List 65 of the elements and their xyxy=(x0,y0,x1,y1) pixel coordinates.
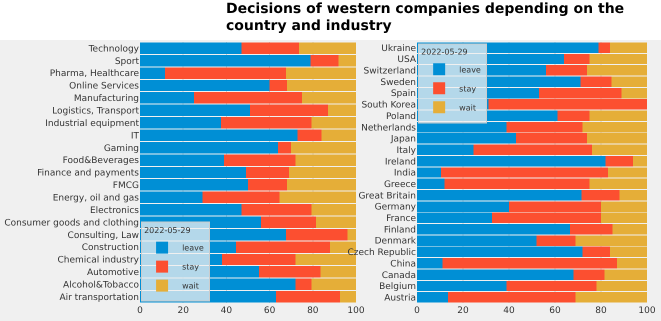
y-tick-label: Japan xyxy=(390,134,416,145)
x-tick-label: 60 xyxy=(549,306,561,316)
y-tick-label: Logistics, Transport xyxy=(52,106,140,117)
x-tick-label: 60 xyxy=(264,306,276,316)
y-tick-label: Greece xyxy=(384,180,416,190)
x-tick-label: 0 xyxy=(137,306,144,316)
y-tick-label: Spain xyxy=(390,89,416,100)
legend-label: stay xyxy=(182,262,200,272)
y-tick-label: Manufacturing xyxy=(74,94,139,104)
y-tick-label: Gaming xyxy=(104,144,139,154)
y-tick-label: Finance and payments xyxy=(37,168,140,179)
legend-label: leave xyxy=(182,244,204,253)
y-tick-label: Food&Beverages xyxy=(62,156,140,166)
y-tick-label: USA xyxy=(397,55,417,66)
y-tick-label: Ukraine xyxy=(381,44,416,54)
x-tick-label: 40 xyxy=(220,306,232,316)
y-tick-label: Czech Republic xyxy=(347,248,416,258)
legend-label: wait xyxy=(182,282,199,291)
y-tick-label: Austria xyxy=(384,293,416,304)
y-tick-label: India xyxy=(394,168,416,179)
y-tick-label: Italy xyxy=(396,146,417,156)
legend-label: stay xyxy=(459,84,476,94)
y-tick-label: Consumer goods and clothing xyxy=(4,218,139,228)
y-tick-label: France xyxy=(386,214,416,224)
y-tick-label: Pharma, Healthcare xyxy=(50,69,140,80)
y-tick-label: Technology xyxy=(88,44,140,54)
y-tick-label: Air transportation xyxy=(59,292,139,303)
y-tick-label: Sport xyxy=(114,56,140,67)
x-tick-label: 20 xyxy=(457,306,469,316)
y-tick-label: Alcohol&Tobacco xyxy=(63,280,140,291)
x-tick-label: 0 xyxy=(414,306,420,316)
y-tick-label: Poland xyxy=(386,112,416,122)
legend-title: 2022-05-29 xyxy=(144,226,191,236)
y-tick-label: South Korea xyxy=(361,100,416,111)
legend-label: wait xyxy=(459,103,476,112)
y-tick-label: FMCG xyxy=(112,181,140,192)
x-tick-label: 100 xyxy=(347,306,365,316)
x-tick-label: 80 xyxy=(595,306,607,316)
y-tick-label: IT xyxy=(130,131,140,142)
y-tick-label: Germany xyxy=(374,202,417,213)
y-tick-label: Construction xyxy=(82,243,139,254)
x-tick-label: 100 xyxy=(638,306,656,316)
y-tick-label: Netherlands xyxy=(361,123,416,134)
y-tick-label: Energy, oil and gas xyxy=(52,194,140,204)
y-tick-label: Great Britain xyxy=(358,191,416,202)
y-tick-label: Canada xyxy=(382,270,416,281)
y-tick-label: Denmark xyxy=(374,236,417,247)
y-tick-label: China xyxy=(390,259,416,270)
legend-label: leave xyxy=(459,65,481,74)
y-tick-label: Finland xyxy=(384,225,416,236)
y-tick-label: Consulting, Law xyxy=(68,230,139,241)
x-tick-label: 80 xyxy=(307,306,319,316)
y-tick-label: Chemical industry xyxy=(58,256,140,266)
legend-title: 2022-05-29 xyxy=(421,48,468,57)
x-tick-label: 40 xyxy=(503,306,515,316)
y-tick-label: Sweden xyxy=(380,78,416,88)
y-tick-label: Online Services xyxy=(69,82,140,92)
x-tick-label: 20 xyxy=(177,306,190,316)
y-tick-label: Electronics xyxy=(90,206,140,216)
y-tick-label: Ireland xyxy=(384,157,416,168)
y-tick-label: Belgium xyxy=(379,282,416,292)
text: Decisions of western companies depending on the country and industry xyxy=(226,1,626,35)
y-tick-label: Industrial equipment xyxy=(45,118,140,129)
y-tick-label: Automotive xyxy=(86,268,140,278)
y-tick-label: Switzerland xyxy=(364,66,416,77)
